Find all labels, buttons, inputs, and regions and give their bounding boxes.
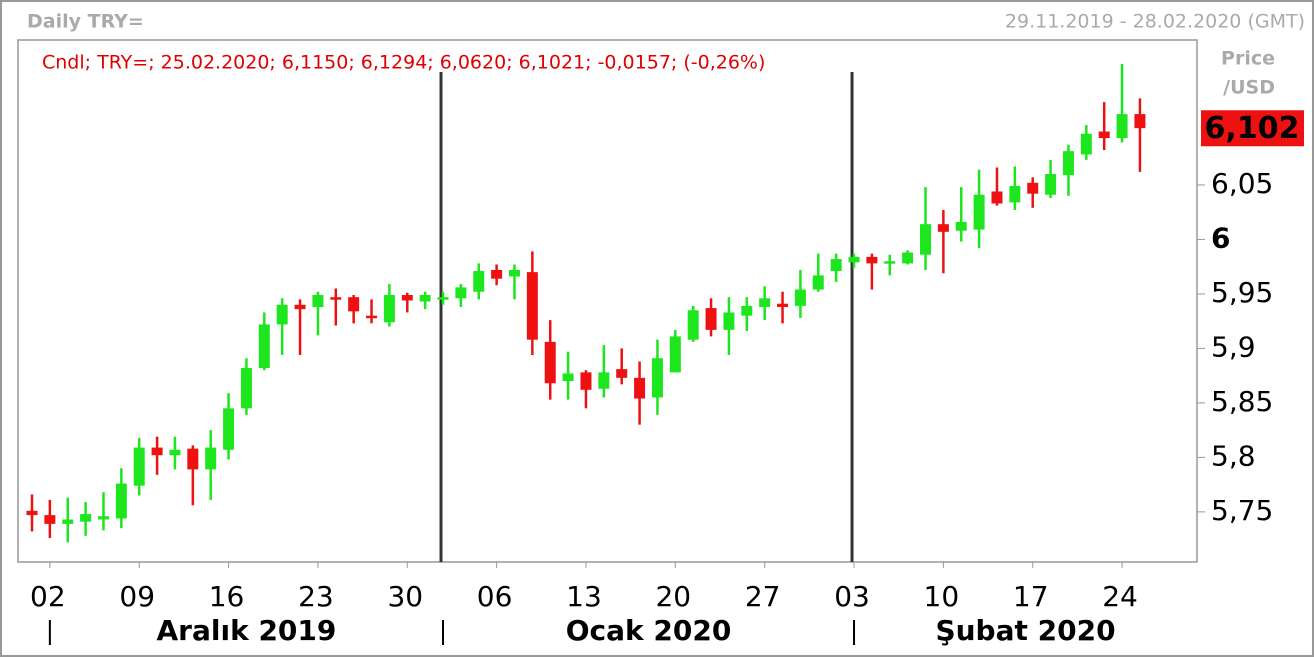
candle-body [1027,182,1039,194]
candle-body [223,408,235,450]
candle-body [580,372,592,390]
last-value-box [1201,110,1304,147]
candle-body [777,303,789,307]
candle-body [616,369,628,378]
month-label: Aralık 2019 [157,614,337,647]
candle-body [80,514,92,522]
x-tick-label: 13 [566,580,602,613]
candle-body [562,373,574,382]
candle-body [1080,133,1092,155]
candle-body [1134,114,1146,129]
candle-body [276,304,288,325]
date-range: 29.11.2019 - 28.02.2020 (GMT) [1005,11,1305,33]
x-tick-label: 03 [834,580,870,613]
y-tick-label: 5,85 [1211,385,1273,418]
chart-title: Daily TRY= [27,11,144,33]
candle-body [920,224,931,255]
candle-body [26,510,38,516]
last-value-label: 6,102 [1205,111,1300,146]
y-axis-label: Price [1221,48,1275,70]
y-axis-label: /USD [1223,77,1275,99]
candle-body [330,297,342,300]
candle-body [937,224,949,232]
x-tick-label: 09 [119,580,155,613]
x-tick-label: 27 [745,580,781,613]
candle-body [723,312,735,330]
candle-body [669,336,681,373]
candle-body [97,516,109,520]
y-tick-label: 6 [1211,221,1230,254]
candle-body [741,305,753,316]
x-tick-label: 30 [387,580,423,613]
candle-body [115,483,127,519]
candle-body [240,368,252,409]
candle-body [366,315,378,319]
x-tick-label: 16 [209,580,245,613]
candle-body [884,261,896,264]
candle-body [955,221,967,231]
candle-body [1062,151,1074,176]
candle-body [401,295,413,301]
y-tick-label: 5,95 [1211,276,1273,309]
candle-body [169,449,181,456]
candle-body [687,310,699,340]
month-label: Şubat 2020 [935,614,1115,647]
x-tick-label: 10 [924,580,960,613]
candle-body [759,298,771,307]
candle-body [1098,131,1110,139]
candle-body [544,341,556,384]
candle-body [419,295,431,302]
candle-body [634,377,646,399]
candle-body [473,271,485,292]
candle-body [848,256,860,263]
candle-body [651,358,663,398]
candle-body [1116,114,1128,139]
candle-body [258,324,270,369]
candle-body [1045,174,1057,195]
candle-body [312,295,324,307]
candle-body [205,447,217,470]
candle-body [705,308,717,330]
candle-body [187,448,199,470]
candle-body [133,447,145,486]
candle-body [991,191,1003,204]
candle-body [437,297,449,300]
candle-body [62,519,74,524]
candle-body [151,447,163,456]
x-tick-label: 24 [1102,580,1138,613]
x-tick-label: 17 [1013,580,1049,613]
candle-body [383,295,395,323]
candle-body [491,269,503,279]
candle-body [794,289,806,306]
candle-body [830,259,842,272]
candle-body [598,372,610,389]
y-tick-label: 6,05 [1211,167,1273,200]
candle-body [1009,186,1021,203]
candle-body [348,297,360,312]
candle-body [294,304,306,310]
candle-body [902,252,914,264]
info-line: Cndl; TRY=; 25.02.2020; 6,1150; 6,1294; … [42,52,765,74]
candle-body [526,272,538,340]
month-label: Ocak 2020 [566,614,732,647]
candle-body [508,269,520,277]
candle-body [44,515,56,524]
y-tick-label: 5,75 [1211,494,1273,527]
candle-body [973,194,985,230]
x-tick-label: 02 [30,580,66,613]
y-tick-label: 5,9 [1211,330,1256,363]
candle-body [866,256,878,264]
plot-area [17,39,1198,563]
y-tick-label: 5,8 [1211,439,1256,472]
x-tick-label: 06 [477,580,513,613]
x-tick-label: 20 [655,580,691,613]
candle-body [812,275,824,290]
x-tick-label: 23 [298,580,334,613]
candle-body [455,287,467,299]
